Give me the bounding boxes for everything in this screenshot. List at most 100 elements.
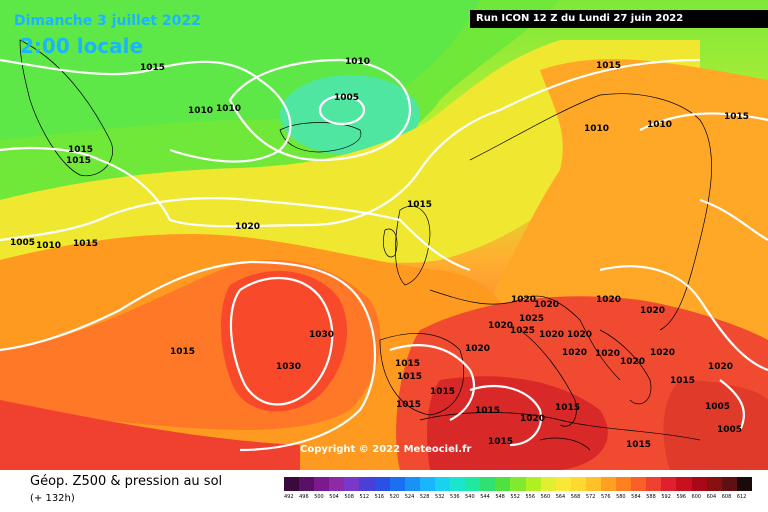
- isobar-label: 1030: [276, 362, 301, 372]
- isobar-label: 1010: [584, 124, 609, 134]
- scale-label: 544: [480, 494, 490, 500]
- isobar-label: 1020: [520, 414, 545, 424]
- color-scale-labels: 492 496 500 504 508 512 516 520 524 528 532 536 540 5…: [284, 494, 752, 500]
- scale-swatch: [646, 477, 662, 491]
- isobar-label: 1020: [595, 349, 620, 359]
- isobar-label: 1015: [488, 437, 513, 447]
- isobar-label: 1015: [670, 376, 695, 386]
- isobar-label: 1015: [140, 63, 165, 73]
- scale-swatch: [314, 477, 330, 491]
- low-pressure-zone: [280, 75, 420, 155]
- scale-label: 492: [284, 494, 294, 500]
- weather-map: 1015 1010 1005 1010 1010 1015 1015 1015 …: [0, 0, 768, 470]
- isobar-label: 1015: [397, 372, 422, 382]
- isobar-label: 1005: [334, 93, 359, 103]
- scale-label: 504: [329, 494, 339, 500]
- scale-label: 580: [616, 494, 626, 500]
- scale-label: 500: [314, 494, 324, 500]
- scale-swatch: [676, 477, 692, 491]
- scale-swatch: [329, 477, 345, 491]
- isobar-label: 1030: [309, 330, 334, 340]
- isobar-label: 1005: [10, 238, 35, 248]
- isobar-label: 1020: [708, 362, 733, 372]
- isobar-label: 1020: [235, 222, 260, 232]
- isobar-label: 1015: [170, 347, 195, 357]
- coastlines: [19, 39, 712, 451]
- forecast-date: Dimanche 3 juillet 2022: [14, 13, 201, 29]
- scale-label: 604: [706, 494, 717, 500]
- isobar-label: 1010: [36, 241, 61, 251]
- scale-swatch: [585, 477, 601, 491]
- run-info: Run ICON 12 Z du Lundi 27 juin 2022: [470, 10, 768, 28]
- isobar-label: 1015: [396, 400, 421, 410]
- scale-swatch: [616, 477, 632, 491]
- isobar-label: 1020: [596, 295, 621, 305]
- isobar-label: 1005: [705, 402, 730, 412]
- isobar-label: 1020: [650, 348, 675, 358]
- isobar-label: 1020: [567, 330, 592, 340]
- isobar-label: 1015: [407, 200, 432, 210]
- isobar-label: 1020: [539, 330, 564, 340]
- copyright: Copyright © 2022 Meteociel.fr: [300, 444, 472, 455]
- scale-swatch: [600, 477, 617, 491]
- scale-label: 572: [585, 494, 596, 500]
- scale-label: 548: [495, 494, 505, 500]
- isobar-label: 1015: [430, 387, 455, 397]
- isobar-label: 1010: [345, 57, 370, 67]
- scale-swatch: [736, 477, 752, 491]
- scale-swatch: [389, 477, 405, 491]
- scale-swatch: [434, 477, 451, 491]
- scale-label: 612: [736, 494, 747, 500]
- isobar-label: 1015: [626, 440, 651, 450]
- isobar-label: 1020: [488, 321, 513, 331]
- scale-swatch: [359, 477, 375, 491]
- isobar-label: 1015: [395, 359, 420, 369]
- scale-label: 600: [691, 494, 702, 500]
- scale-label: 512: [359, 494, 370, 500]
- scale-label: 520: [389, 494, 400, 500]
- isobar-label: 1020: [465, 344, 490, 354]
- scale-swatch: [721, 477, 737, 491]
- scale-swatch: [480, 477, 496, 491]
- scale-label: 556: [525, 494, 536, 500]
- isobar-label: 1015: [555, 403, 580, 413]
- scale-swatch: [631, 477, 647, 491]
- scale-label: 592: [661, 494, 671, 500]
- scale-swatch: [555, 477, 571, 491]
- scale-label: 568: [570, 494, 581, 500]
- scale-label: 524: [404, 494, 415, 500]
- scale-swatch: [284, 477, 300, 491]
- scale-swatch: [510, 477, 526, 491]
- isobars: [0, 58, 768, 452]
- isobar-label: 1025: [510, 326, 535, 336]
- scale-label: 564: [555, 494, 566, 500]
- isobar-label: 1010: [216, 104, 241, 114]
- scale-swatch: [691, 477, 707, 491]
- legend-subtitle: (+ 132h): [30, 493, 75, 504]
- scale-swatch: [450, 477, 466, 491]
- scale-swatch: [299, 477, 315, 491]
- isobar-label: 1015: [68, 145, 93, 155]
- isobar-label: 1020: [620, 357, 645, 367]
- scale-swatch: [706, 477, 722, 491]
- scale-label: 608: [721, 494, 732, 500]
- scale-swatch: [495, 477, 511, 491]
- color-scale: [284, 477, 752, 491]
- scale-label: 540: [465, 494, 475, 500]
- scale-label: 528: [419, 494, 430, 500]
- isobar-label: 1010: [647, 120, 672, 130]
- isobar-label: 1015: [66, 156, 91, 166]
- scale-swatch: [540, 477, 556, 491]
- isobar-label: 1020: [640, 306, 665, 316]
- isobar-label: 1020: [562, 348, 587, 358]
- isobar-label: 1005: [717, 425, 742, 435]
- forecast-time: 2:00 locale: [20, 34, 144, 58]
- scale-swatch: [404, 477, 420, 491]
- scale-swatch: [419, 477, 435, 491]
- scale-swatch: [570, 477, 586, 491]
- isobar-label: 1020: [511, 295, 536, 305]
- scale-label: 532: [434, 494, 445, 500]
- isobar-label: 1020: [534, 300, 559, 310]
- scale-swatch: [525, 477, 541, 491]
- isobar-label: 1015: [73, 239, 98, 249]
